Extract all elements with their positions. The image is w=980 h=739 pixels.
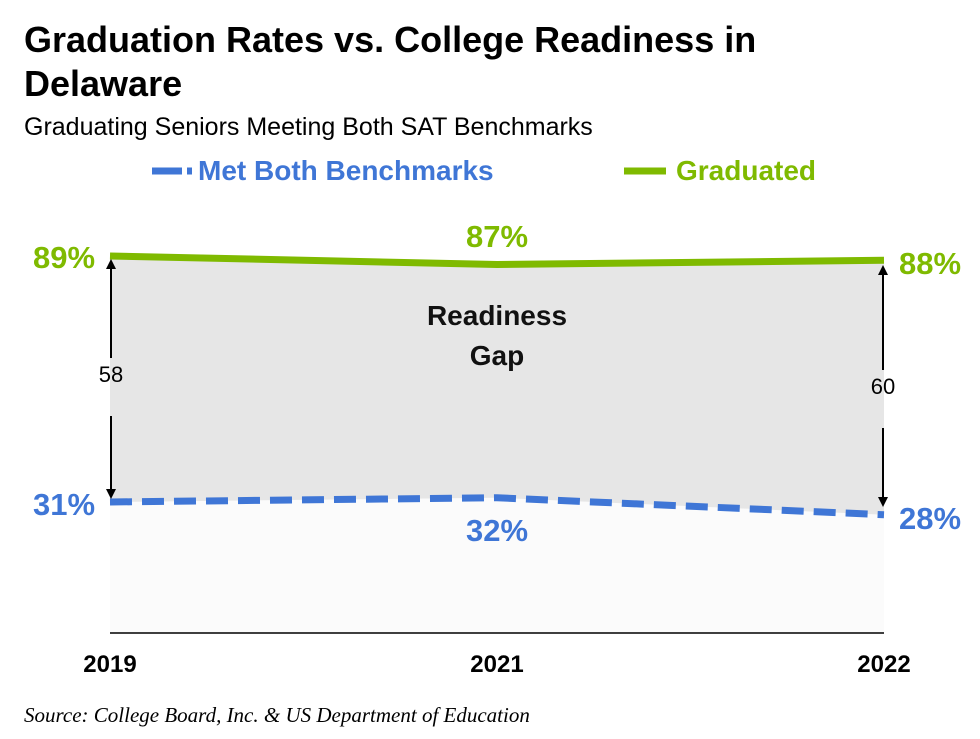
readiness-gap-area [110, 256, 884, 515]
x-tick-label-2019: 2019 [83, 651, 136, 678]
source-note: Source: College Board, Inc. & US Departm… [24, 703, 530, 727]
below-area [110, 497, 884, 633]
chart-title: Graduation Rates vs. College Readiness i… [24, 19, 757, 104]
data-label-graduated-2022: 88% [899, 246, 961, 281]
x-tick-label-2022: 2022 [857, 651, 910, 678]
chart-subtitle: Graduating Seniors Meeting Both SAT Benc… [24, 113, 593, 141]
data-label-benchmarks-2021: 32% [466, 513, 528, 548]
legend-label-met-both-benchmarks: Met Both Benchmarks [198, 155, 494, 186]
readiness-gap-label: Readiness [427, 300, 567, 331]
readiness-gap-label: Gap [470, 340, 524, 371]
legend-label-graduated: Graduated [676, 155, 816, 186]
data-label-graduated-2021: 87% [466, 219, 528, 254]
gap-value-2019: 58 [99, 362, 123, 387]
series-line-graduated [109, 252, 885, 268]
data-label-graduated-2019: 89% [33, 240, 95, 275]
data-label-benchmarks-2019: 31% [33, 487, 95, 522]
x-tick-label-2021: 2021 [470, 651, 523, 678]
gap-value-2022: 60 [871, 374, 895, 399]
data-label-benchmarks-2022: 28% [899, 501, 961, 536]
series-line-met-both-benchmarks [109, 494, 885, 519]
